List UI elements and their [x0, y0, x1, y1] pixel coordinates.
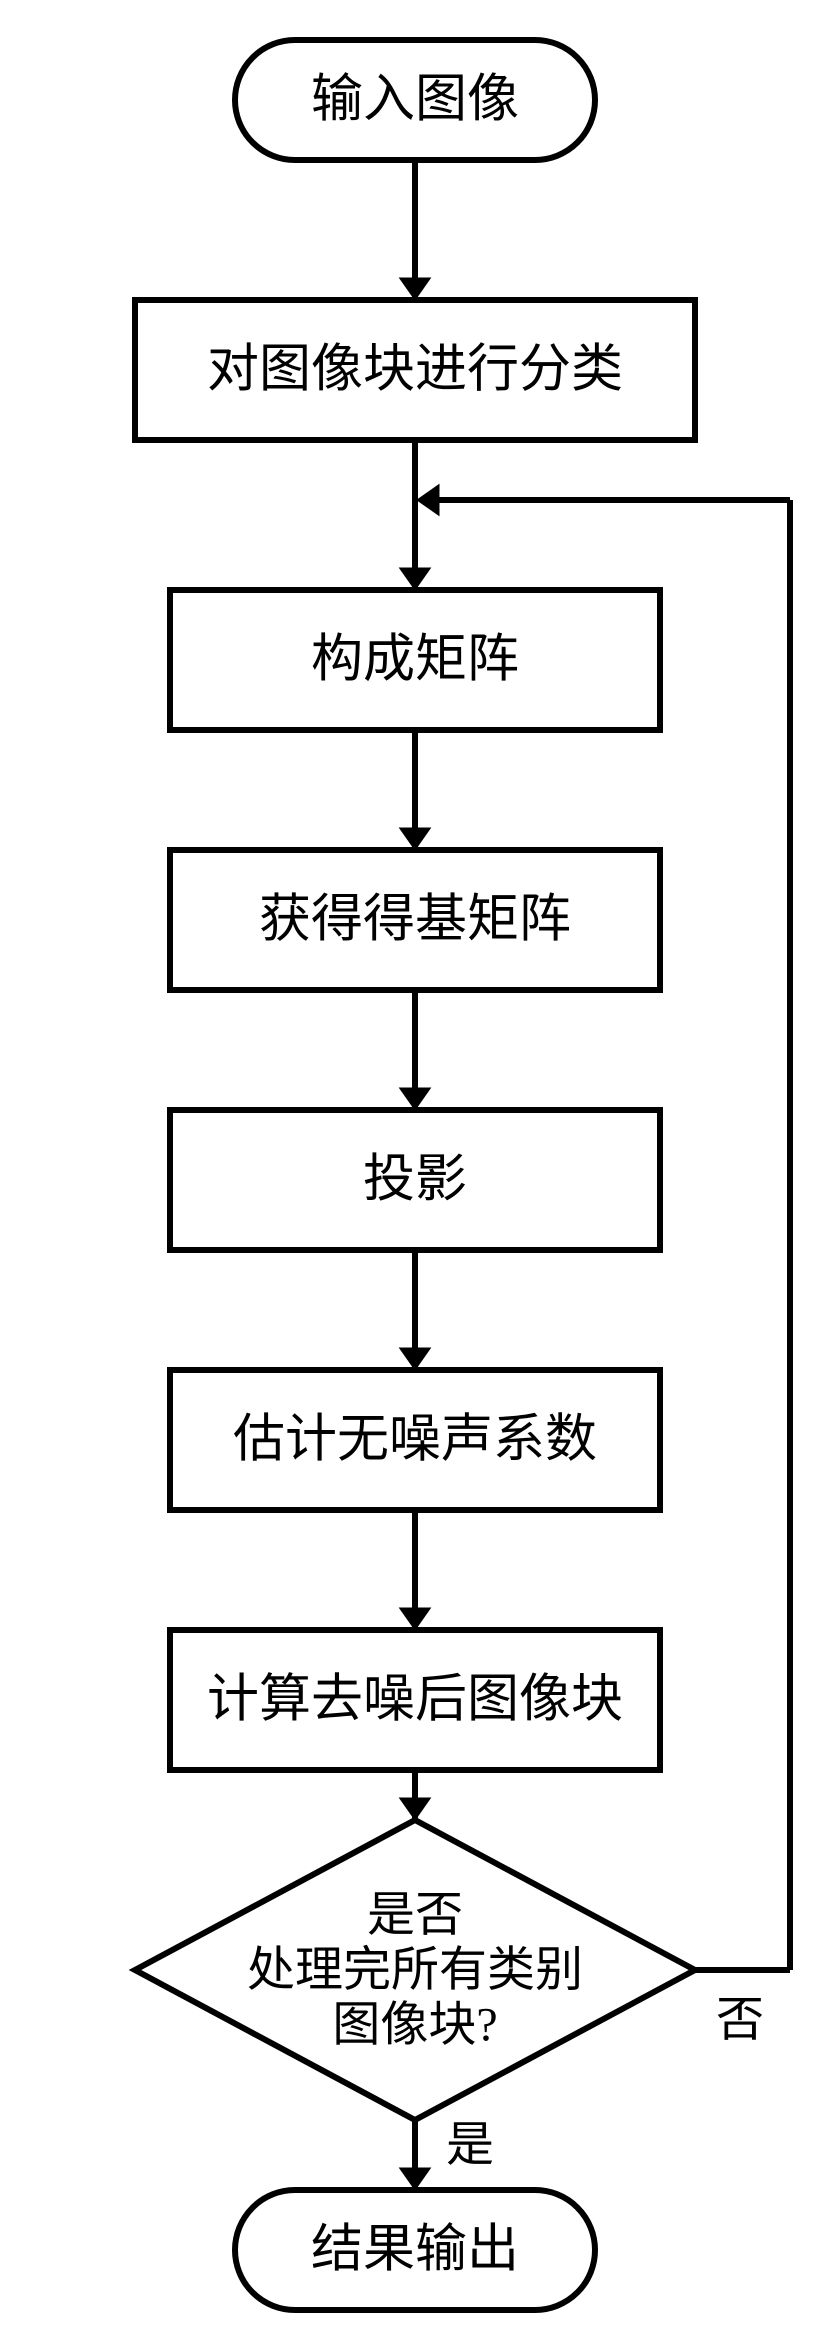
estimate-node-label: 估计无噪声系数 [233, 1412, 597, 1469]
arrow-head [417, 485, 439, 516]
start-node-label: 输入图像 [311, 72, 519, 129]
matrix-node-label: 构成矩阵 [311, 632, 519, 689]
arrow-head [400, 1798, 431, 1820]
basis-node-label: 获得得基矩阵 [259, 892, 571, 949]
arrow-head [400, 1088, 431, 1110]
classify-node-label: 对图像块进行分类 [207, 342, 623, 399]
edge-label-loop: 否 [716, 1994, 764, 2047]
arrow-head [400, 2168, 431, 2190]
arrow-head [400, 568, 431, 590]
end-node-label: 结果输出 [311, 2222, 519, 2279]
arrow-head [400, 1348, 431, 1370]
arrow-head [400, 1608, 431, 1630]
project-node-label: 投影 [363, 1152, 467, 1209]
edge-label-decision-end: 是 [446, 2119, 494, 2172]
denoise-node-label: 计算去噪后图像块 [207, 1672, 623, 1729]
decision-node-label-1: 处理完所有类别 [247, 1944, 583, 1997]
decision-node-label-2: 图像块? [332, 1999, 497, 2052]
arrow-head [400, 828, 431, 850]
decision-node-label-0: 是否 [367, 1888, 463, 1941]
arrow-head [400, 278, 431, 300]
